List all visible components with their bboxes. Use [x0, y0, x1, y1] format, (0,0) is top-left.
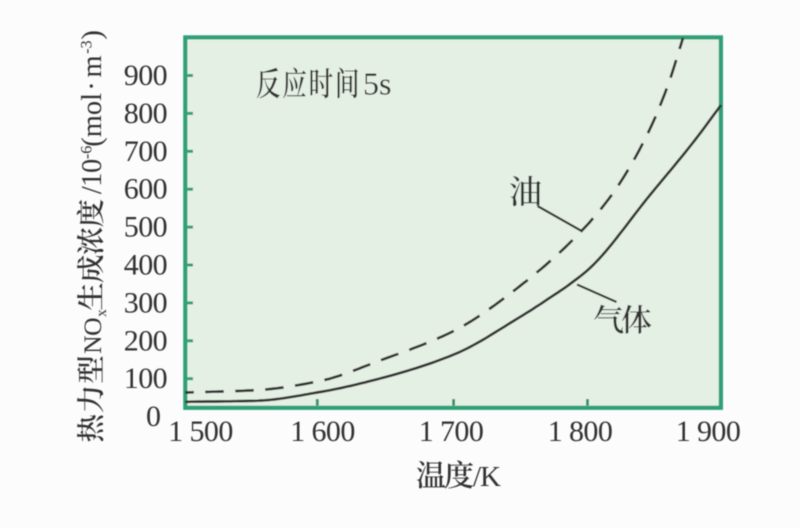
svg-text:m: m — [77, 55, 108, 77]
svg-text:5s: 5s — [363, 66, 391, 102]
svg-text:800: 800 — [124, 97, 167, 130]
svg-text:500: 500 — [124, 211, 167, 244]
svg-text:x: x — [93, 309, 110, 317]
svg-text:700: 700 — [124, 135, 167, 168]
svg-text:400: 400 — [124, 249, 167, 282]
svg-text:(mol: (mol — [77, 93, 108, 147]
svg-text:1 700: 1 700 — [419, 415, 484, 448]
svg-text:1 800: 1 800 — [548, 415, 613, 448]
svg-text:300: 300 — [124, 286, 167, 319]
svg-text:·: · — [77, 81, 108, 90]
svg-text:/K: /K — [473, 461, 501, 493]
svg-text:-6: -6 — [79, 146, 96, 159]
svg-text:1 600: 1 600 — [290, 415, 355, 448]
svg-text:-3: -3 — [79, 40, 96, 53]
svg-text:0: 0 — [146, 400, 161, 433]
svg-text:NO: NO — [78, 318, 107, 354]
svg-text:100: 100 — [124, 362, 167, 395]
svg-text:900: 900 — [124, 59, 167, 92]
svg-text:200: 200 — [124, 324, 167, 357]
svg-text:600: 600 — [124, 173, 167, 206]
svg-text:): ) — [77, 30, 108, 39]
svg-text:1 900: 1 900 — [676, 415, 741, 448]
svg-text:1 500: 1 500 — [168, 415, 233, 448]
svg-text:/10: /10 — [77, 159, 108, 194]
